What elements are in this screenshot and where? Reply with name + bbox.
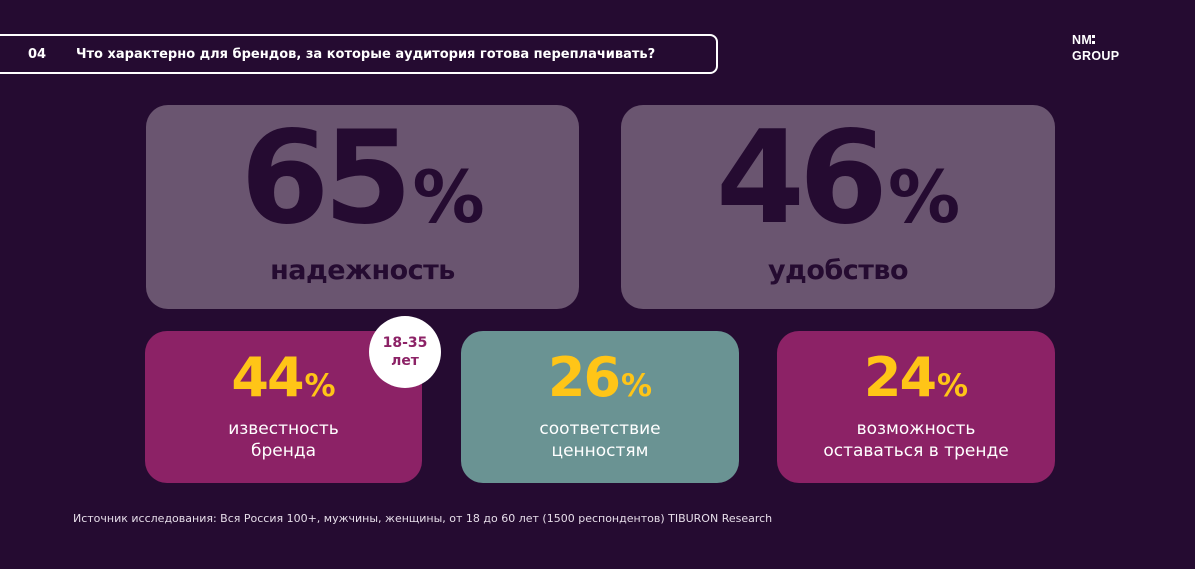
slide-number: 04 [28,46,47,62]
stat-label-line: известность [228,419,339,439]
stat-label-line: ценностям [551,441,649,461]
stat-value: 65% [146,115,579,243]
stat-percent-sign: % [412,155,485,239]
stat-number: 65 [240,104,412,253]
stat-label-line: оставаться в тренде [823,441,1009,461]
stat-label-line: соответствие [539,419,661,439]
stat-percent-sign: % [304,368,336,404]
logo-dots-icon [1092,35,1096,45]
age-range: 18-35 [382,335,428,351]
stat-label-line: возможность [856,419,976,439]
slide-title: Что характерно для брендов, за которые а… [76,46,656,62]
stat-label: надежность [270,255,455,286]
age-unit: лет [391,353,419,369]
stat-percent-sign: % [621,368,653,404]
stat-card-reliability: 65% надежность [146,105,579,309]
slide-header: 04 Что характерно для брендов, за которы… [0,34,718,74]
stat-value: 46% [621,115,1055,243]
stat-card-values-match: 26% соответствие ценностям [461,331,739,483]
stat-number: 26 [547,346,621,409]
age-badge: 18-35 лет [369,316,441,388]
stat-card-convenience: 46% удобство [621,105,1055,309]
stat-label-line: бренда [250,441,317,461]
stat-percent-sign: % [887,155,961,239]
stat-label: удобство [767,255,909,286]
stat-number: 46 [715,104,888,253]
stat-number: 44 [231,346,304,409]
stat-label: соответствие ценностям [461,418,739,462]
stat-value: 44% [145,351,422,405]
stat-number: 24 [863,346,937,409]
stat-label: возможность оставаться в тренде [777,418,1055,462]
stat-label: известность бренда [145,418,422,462]
logo-text-bottom: GROUP [1072,49,1120,63]
logo-text-top: NM [1072,33,1093,47]
stat-value: 26% [461,351,739,405]
stat-card-trend: 24% возможность оставаться в тренде [777,331,1055,483]
company-logo: NM GROUP [1072,32,1119,64]
stat-percent-sign: % [937,368,969,404]
source-note: Источник исследования: Вся Россия 100+, … [73,512,773,525]
stat-value: 24% [777,351,1055,405]
